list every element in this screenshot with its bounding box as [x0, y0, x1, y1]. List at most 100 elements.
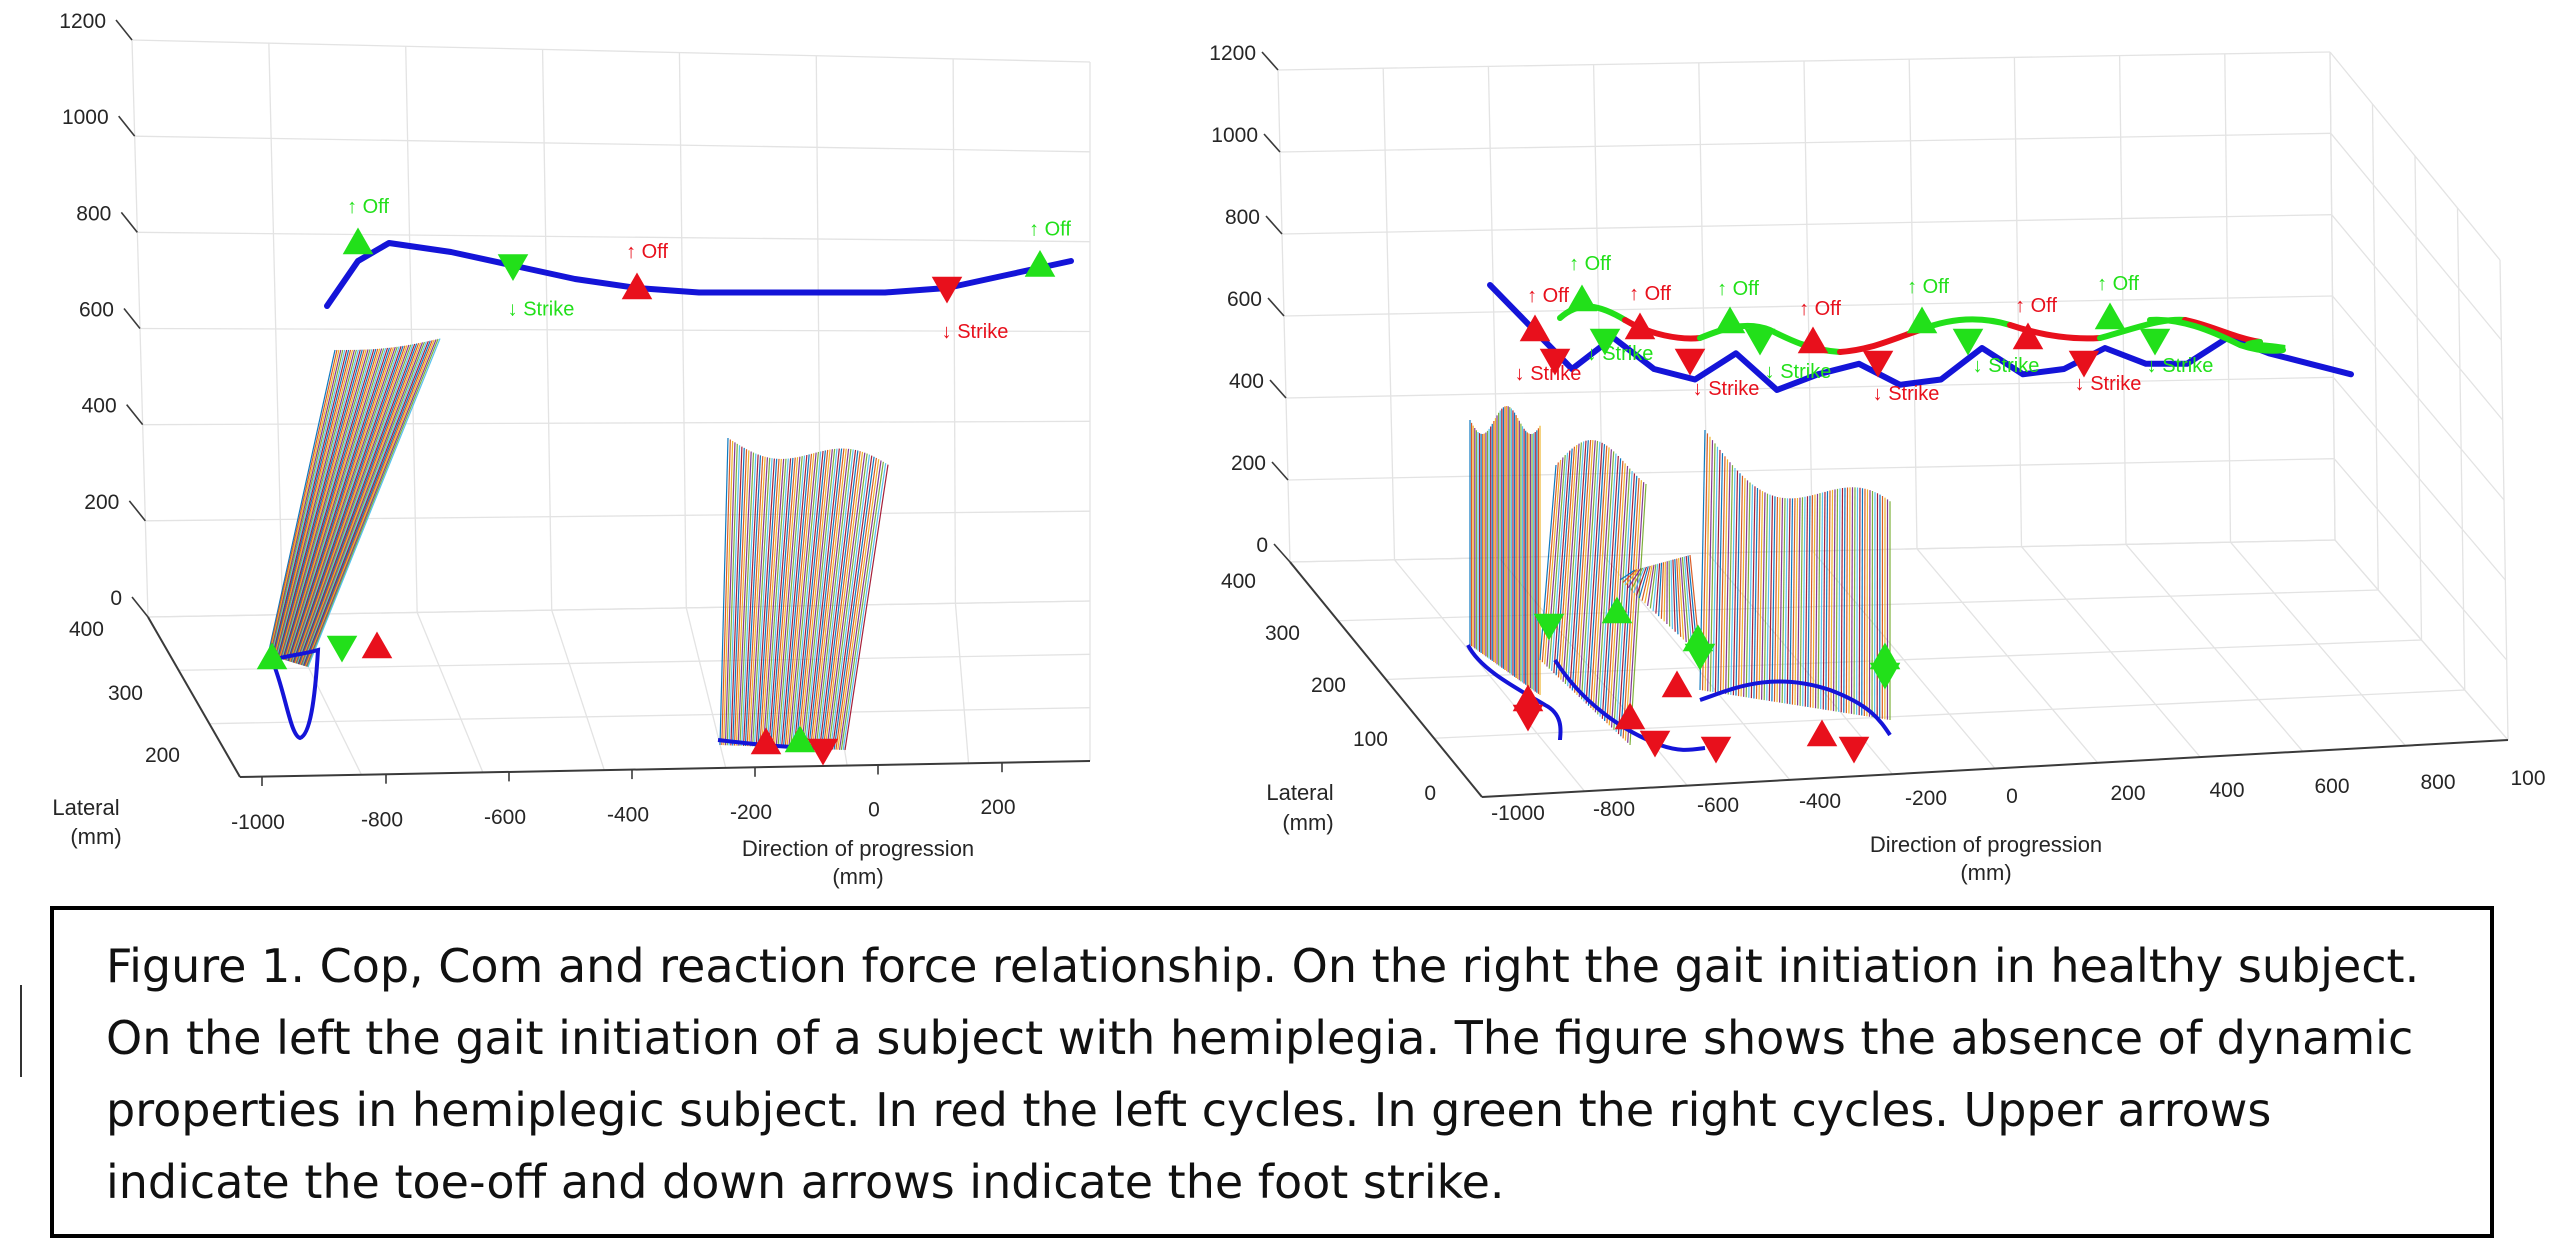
- event-label: ↑ Off: [1799, 298, 1841, 320]
- force-vector: [1758, 491, 1764, 700]
- force-vector: [1725, 462, 1731, 695]
- force-vector: [1622, 569, 1638, 584]
- event-label: ↓ Strike: [1873, 383, 1940, 405]
- force-vector: [820, 450, 859, 750]
- force-vector: [1856, 487, 1859, 715]
- event-label: ↓ Strike: [1973, 355, 2040, 377]
- force-vector: [1722, 459, 1729, 694]
- event-label: ↓ Strike: [942, 321, 1009, 343]
- y-axis-label: Lateral: [1266, 780, 1333, 805]
- x-tick-label: -600: [484, 806, 526, 829]
- force-vector: [802, 448, 836, 749]
- force-vector: [1812, 494, 1816, 708]
- force-vector: [782, 454, 810, 748]
- force-vector: [1730, 467, 1736, 695]
- force-vector: [1796, 497, 1801, 706]
- foot-strike-marker: [2139, 328, 2171, 356]
- force-vector: [1776, 497, 1781, 703]
- force-vector: [761, 458, 782, 747]
- force-vector: [274, 349, 356, 658]
- back-wall-horizontal-gridline: [131, 39, 1091, 63]
- force-vector: [775, 456, 801, 748]
- x-tick-label: 200: [2110, 782, 2145, 805]
- z-tick-label: 800: [1225, 206, 1260, 229]
- event-label: ↓ Strike: [1765, 361, 1832, 383]
- force-vector: [809, 448, 845, 749]
- force-vector: [1610, 465, 1629, 728]
- force-vector: [307, 338, 441, 668]
- z-tick-mark: [1265, 215, 1283, 235]
- force-vector: [793, 450, 824, 749]
- force-vector: [788, 452, 817, 748]
- force-vector: [1567, 441, 1585, 687]
- force-vector: [791, 451, 822, 748]
- z-tick-label: 1000: [62, 106, 109, 129]
- force-vector: [1743, 480, 1749, 697]
- force-vector: [1576, 440, 1594, 695]
- y-tick-label: 100: [1353, 728, 1388, 751]
- margin-mark: [20, 985, 22, 1077]
- foot-strike-marker: [1700, 736, 1732, 764]
- toe-off-marker: [1661, 670, 1693, 698]
- force-vector: [1848, 487, 1851, 714]
- force-vector: [1755, 489, 1761, 699]
- force-vector: [1809, 495, 1814, 708]
- gait-cycle-segment: [2007, 322, 2103, 342]
- force-vector: [296, 344, 412, 664]
- hemiplegic-chart: 0 200 400 600 800 1000 1200 -1000 -800 -600 -400 -2…: [52, 10, 1091, 889]
- force-vector: [1564, 442, 1582, 685]
- force-vector: [272, 349, 350, 657]
- force-vector: [1740, 478, 1746, 697]
- force-vector: [1580, 440, 1599, 700]
- force-vector: [1555, 448, 1573, 676]
- foot-strike-marker: [1533, 613, 1565, 641]
- y-tick-label: 300: [108, 682, 143, 705]
- force-vector: [1641, 565, 1651, 601]
- force-vector: [1622, 478, 1640, 739]
- force-vector: [724, 442, 736, 746]
- z-tick-mark: [128, 500, 146, 522]
- toe-off-marker: [1024, 249, 1056, 277]
- event-label: ↑ Off: [1717, 278, 1759, 300]
- force-vector: [1766, 494, 1771, 701]
- toe-off-marker: [2012, 322, 2044, 350]
- force-vector: [808, 448, 843, 749]
- force-vector: [302, 340, 429, 666]
- foot-strike-marker: [497, 254, 529, 282]
- force-vector: [303, 340, 431, 667]
- cop-trace: [270, 647, 321, 741]
- x-axis-unit: (mm): [1960, 860, 2011, 885]
- force-vector: [1773, 496, 1779, 702]
- z-tick-label: 600: [1227, 288, 1262, 311]
- force-vector: [1670, 560, 1674, 630]
- force-vector: [800, 449, 833, 749]
- force-vector: [1820, 492, 1824, 710]
- z-tick-label: 1000: [1211, 124, 1258, 147]
- z-tick-label: 0: [110, 587, 122, 610]
- force-vector: [282, 348, 377, 660]
- force-vector: [1830, 489, 1834, 711]
- force-vector: [759, 458, 780, 747]
- gait-cycle-segment: [2147, 316, 2286, 354]
- foot-strike-marker: [1539, 348, 1571, 376]
- force-vector: [1652, 563, 1659, 612]
- force-vector: [728, 445, 741, 746]
- toe-off-marker: [1601, 596, 1633, 624]
- force-vector: [292, 346, 402, 663]
- force-vector: [1681, 557, 1690, 645]
- toe-off-marker: [1797, 326, 1829, 354]
- force-vector: [768, 458, 792, 748]
- y-axis-unit: (mm): [70, 824, 121, 849]
- event-label: ↑ Off: [2097, 273, 2139, 295]
- event-label: ↓ Strike: [1693, 378, 1760, 400]
- force-vector: [1843, 487, 1846, 713]
- force-vector: [764, 458, 787, 747]
- z-tick-mark: [1271, 461, 1289, 481]
- force-vector: [844, 464, 889, 751]
- z-tick-label: 600: [79, 299, 114, 322]
- force-vector: [1868, 490, 1871, 717]
- toe-off-marker: [1714, 306, 1746, 334]
- force-vector: [842, 463, 887, 751]
- y-axis-label: Lateral: [52, 795, 119, 820]
- floor-gridline: [209, 707, 1091, 725]
